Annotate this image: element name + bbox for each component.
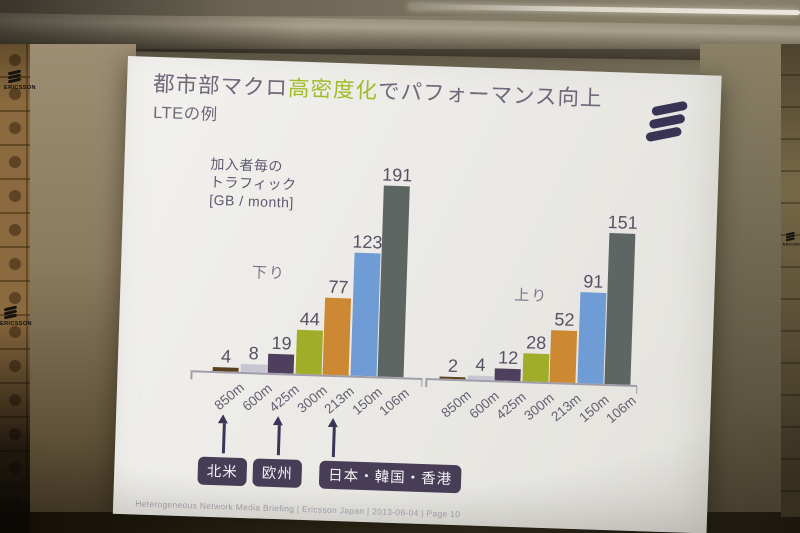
title-text: でパフォーマンス向上 [377, 79, 603, 111]
bar-value-label: 4 [220, 346, 232, 367]
x-tick-label: 300m [293, 382, 330, 416]
bar-column-300m: 28 [521, 332, 550, 383]
x-tick-label: 600m [238, 380, 275, 414]
bar-300m [521, 353, 549, 383]
bars-row: 2 4 12 28 52 91 151 [439, 164, 639, 385]
region-label-north-america: 北米 [197, 456, 248, 487]
bar-column-150m: 123 [350, 231, 383, 377]
x-axis-ticks: 850m 600m 425m 300m 213m 150m 106m [211, 376, 411, 434]
ericsson-logo: ERICSSON [4, 69, 36, 91]
title-text: 都市部マクロ [152, 71, 289, 101]
bar-value-label: 8 [248, 343, 260, 364]
bar-value-label: 91 [582, 271, 604, 292]
bar-column-106m: 191 [377, 164, 413, 378]
bar-value-label: 19 [271, 332, 292, 354]
x-tick-label: 106m [376, 385, 412, 419]
ericsson-logo [645, 100, 689, 143]
bar-value-label: 77 [328, 276, 349, 298]
bar-value-label: 12 [497, 347, 519, 369]
ericsson-backdrop-left: ERICSSON ERICSSON [0, 44, 36, 533]
logo-bar [785, 237, 796, 242]
logo-bar [3, 313, 18, 320]
slide-title: 都市部マクロ高密度化でパフォーマンス向上 [153, 67, 603, 113]
bar-column-850m: 4 [212, 346, 240, 372]
bar-column-150m: 91 [576, 271, 607, 384]
brand-text: ERICSSON [4, 84, 36, 91]
chart-downlink: 下り 4 8 19 44 77 123 191 850m 600m 425m 300m 213m 150… [190, 156, 423, 419]
bar-column-300m: 44 [295, 308, 323, 375]
x-tick-label: 425m [266, 381, 302, 415]
bar-value-label: 4 [475, 354, 486, 376]
bar-value-label: 2 [447, 355, 459, 377]
x-tick-label: 300m [520, 390, 557, 424]
x-tick-label: 150m [348, 384, 385, 418]
bar-213m [549, 330, 578, 384]
x-tick-label: 850m [211, 379, 247, 414]
bar-150m [576, 292, 606, 384]
annotation-arrow [221, 423, 226, 454]
x-tick-label: 213m [548, 390, 584, 425]
region-label-europe: 欧州 [252, 458, 303, 488]
bar-300m [295, 329, 323, 375]
bars-row: 4 8 19 44 77 123 191 [212, 156, 413, 378]
ericsson-logo: ERICSSON [0, 305, 32, 327]
ericsson-logo: ERICSSON [783, 231, 800, 247]
annotation-arrow [276, 425, 281, 456]
x-axis-ticks: 850m 600m 425m 300m 213m 150m 106m [438, 384, 638, 442]
logo-bar [645, 126, 683, 143]
region-label-japan-korea-hongkong: 日本・韓国・香港 [318, 460, 462, 494]
bar-column-600m: 4 [466, 354, 494, 381]
series-label-uplink: 上り [513, 286, 549, 306]
presentation-slide: 都市部マクロ高密度化でパフォーマンス向上 LTEの例 加入者毎の トラフィック … [112, 56, 722, 533]
slide-subtitle: LTEの例 [152, 103, 218, 124]
bar-value-label: 191 [381, 164, 413, 186]
bar-150m [350, 252, 381, 377]
bar-213m [322, 297, 352, 376]
brand-text: ERICSSON [0, 320, 32, 327]
brand-text: ERICSSON [783, 242, 800, 247]
x-tick-label: 106m [603, 392, 639, 427]
x-tick-label: 425m [493, 389, 529, 423]
bar-column-600m: 8 [240, 343, 267, 373]
bar-value-label: 28 [525, 332, 547, 354]
x-tick-label: 850m [438, 387, 474, 421]
bar-column-425m: 12 [494, 347, 521, 382]
bar-value-label: 123 [352, 231, 383, 253]
bar-column-213m: 77 [322, 276, 352, 376]
bar-106m [377, 185, 410, 378]
series-label-downlink: 下り [251, 264, 287, 283]
bar-value-label: 52 [554, 309, 575, 330]
x-tick-label: 600m [465, 388, 502, 422]
bar-column-425m: 19 [267, 332, 295, 374]
bar-value-label: 44 [299, 308, 321, 330]
ericsson-backdrop-right: ERICSSON [781, 44, 800, 517]
x-tick-label: 150m [575, 391, 612, 426]
bar-425m [267, 353, 295, 374]
title-highlight: 高密度化 [287, 76, 379, 104]
bar-column-106m: 151 [604, 212, 639, 385]
bar-value-label: 151 [607, 212, 639, 233]
bar-column-850m: 2 [439, 355, 466, 380]
chart-uplink: 上り 2 4 12 28 52 91 151 850m 600m 425m 300m 213m 150m… [425, 164, 639, 426]
x-tick-label: 213m [321, 383, 357, 417]
bar-425m [494, 368, 521, 382]
bar-106m [604, 233, 636, 385]
annotation-arrow [331, 426, 336, 458]
bar-column-213m: 52 [549, 309, 578, 384]
logo-bar [7, 77, 22, 84]
